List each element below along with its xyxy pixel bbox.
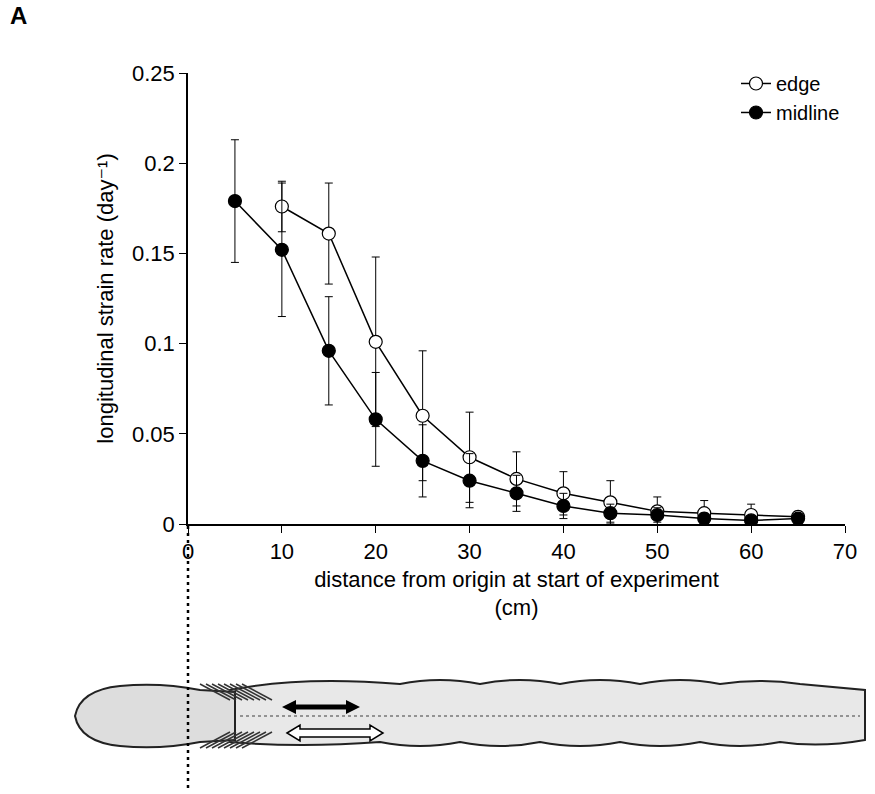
svg-text:30: 30 xyxy=(457,539,481,564)
svg-text:70: 70 xyxy=(833,539,857,564)
svg-text:0.1: 0.1 xyxy=(144,331,175,356)
svg-text:0: 0 xyxy=(182,539,194,564)
svg-text:50: 50 xyxy=(645,539,669,564)
svg-text:0.05: 0.05 xyxy=(132,422,175,447)
svg-text:40: 40 xyxy=(551,539,575,564)
svg-text:20: 20 xyxy=(363,539,387,564)
svg-text:edge: edge xyxy=(776,73,821,95)
html-text:A: A xyxy=(10,2,28,29)
svg-text:midline: midline xyxy=(776,102,839,124)
svg-text:60: 60 xyxy=(739,539,763,564)
svg-text:0: 0 xyxy=(163,512,175,537)
svg-text:longitudinal strain rate (day⁻: longitudinal strain rate (day⁻¹) xyxy=(93,153,118,443)
svg-text:10: 10 xyxy=(270,539,294,564)
svg-text:0.2: 0.2 xyxy=(144,151,175,176)
svg-text:0.15: 0.15 xyxy=(132,241,175,266)
svg-text:distance from origin at start: distance from origin at start of experim… xyxy=(314,567,719,621)
svg-text:0.25: 0.25 xyxy=(132,61,175,86)
